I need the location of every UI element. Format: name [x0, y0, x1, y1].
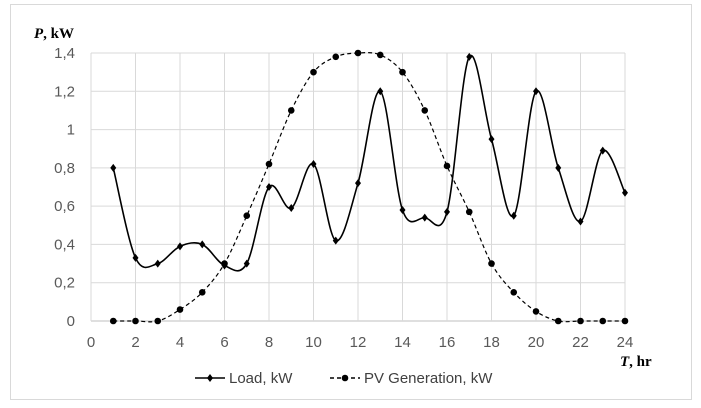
data-point: [488, 260, 495, 267]
series-line: [113, 52, 625, 323]
data-point: [444, 207, 450, 216]
x-tick-label: 14: [394, 334, 411, 351]
y-tick-label: 1: [67, 122, 75, 139]
series-pv-generation: [109, 49, 629, 325]
data-point: [243, 212, 251, 220]
data-point: [132, 317, 139, 325]
data-point: [266, 183, 272, 191]
y-tick-label: 0,8: [54, 160, 75, 177]
data-point: [332, 236, 339, 245]
data-point: [109, 317, 117, 325]
data-point: [510, 211, 517, 220]
data-point: [288, 204, 295, 213]
data-point: [554, 317, 562, 325]
data-point: [421, 213, 428, 222]
data-point: [199, 240, 206, 249]
x-axis-label: T, hr: [620, 354, 652, 370]
x-tick-label: 8: [265, 334, 273, 351]
data-point: [221, 260, 228, 267]
x-tick-label: 4: [176, 334, 184, 351]
data-point: [154, 317, 162, 325]
data-point: [599, 146, 606, 155]
data-point: [555, 163, 562, 172]
x-tick-label: 12: [350, 334, 367, 351]
legend-marker: [207, 374, 213, 382]
data-point: [287, 107, 295, 114]
data-point: [488, 135, 495, 144]
x-tick-label: 20: [528, 334, 545, 351]
x-tick-label: 6: [220, 334, 228, 351]
legend-marker: [341, 374, 349, 382]
y-tick-label: 1,4: [54, 45, 75, 62]
data-point: [443, 162, 451, 170]
data-point: [355, 179, 361, 188]
data-point: [399, 205, 406, 214]
data-point: [599, 317, 607, 325]
data-point: [577, 317, 584, 325]
data-point: [176, 306, 184, 313]
data-point: [577, 217, 584, 226]
data-point: [465, 208, 473, 216]
data-point: [154, 259, 161, 268]
y-tick-label: 0,2: [54, 275, 75, 292]
data-point: [377, 87, 384, 96]
x-tick-label: 16: [439, 334, 456, 351]
data-point: [132, 253, 139, 262]
data-point: [376, 51, 384, 59]
series-line: [112, 54, 626, 272]
y-tick-label: 0,6: [54, 198, 75, 215]
data-point: [466, 52, 473, 61]
data-point: [265, 160, 273, 168]
x-tick-label: 22: [572, 334, 589, 351]
data-point: [621, 317, 629, 325]
chart-frame: [10, 4, 692, 400]
data-point: [532, 308, 540, 315]
x-tick-label: 0: [87, 334, 95, 351]
legend-label: PV Generation, kW: [364, 370, 493, 387]
y-tick-label: 1,2: [54, 83, 75, 100]
x-tick-label: 10: [305, 334, 322, 351]
data-point: [310, 160, 317, 169]
data-point: [198, 288, 206, 296]
series-load: [110, 52, 628, 272]
data-point: [399, 68, 406, 76]
data-point: [421, 107, 429, 114]
legend: Load, kW PV Generation, kW: [195, 370, 493, 387]
x-tick-label: 24: [617, 334, 634, 351]
x-tick-label: 2: [131, 334, 139, 351]
data-point: [510, 288, 518, 296]
legend-label: Load, kW: [229, 370, 293, 387]
x-tick-label: 18: [483, 334, 500, 351]
y-tick-label: 0,4: [54, 236, 75, 253]
data-point: [110, 163, 117, 172]
data-point: [622, 188, 628, 197]
data-point: [332, 53, 340, 61]
data-point: [354, 49, 362, 57]
data-point: [177, 242, 183, 251]
data-point: [243, 259, 250, 268]
data-point: [310, 68, 317, 76]
y-axis-label: P, kW: [34, 26, 74, 42]
data-point: [533, 87, 539, 96]
y-tick-label: 0: [67, 313, 75, 330]
